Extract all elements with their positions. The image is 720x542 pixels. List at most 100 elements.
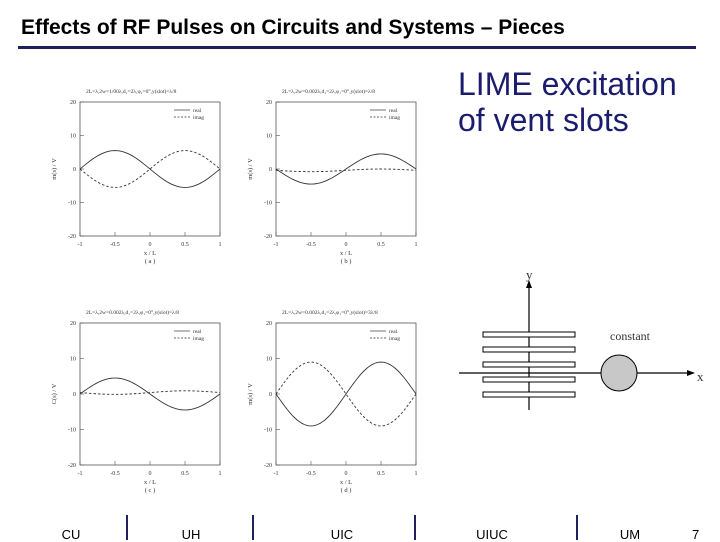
y-tick-label: 10 [70,134,76,140]
vent-slot [482,376,576,383]
y-tick-label: -20 [264,234,272,240]
side-text-line-1: LIME excitation [458,66,677,102]
y-tick-label: 10 [70,357,76,363]
plot-caption: 2L=λ,2w=1/00λ,d₁=2λ,φ₁=0°,y(slot)=λ/8 [86,88,177,95]
footer: CU UH UIC UIUC UM 7 [0,515,720,542]
plot-a: 2L=λ,2w=1/00λ,d₁=2λ,φ₁=0°,y(slot)=λ/8 20 1… [51,88,222,265]
y-tick-label: -10 [68,201,76,207]
plot-caption: 2L=λ,2w=0.002λ,d₁=2λ,φ₁=0°,y(slot)=λ/8 [282,88,375,95]
series-imag [79,150,221,188]
x-tick-label: 1 [415,471,418,477]
series-imag [275,361,417,427]
y-tick-label: -20 [264,463,272,469]
y-axis-label: m(s) / V [247,383,254,405]
y-tick-label: -20 [68,234,76,240]
x-axis-label: x / L [144,250,156,257]
y-tick-label: 0 [269,392,272,398]
footer-separator [252,515,254,540]
series-real [275,153,417,185]
footer-label-cu: CU [61,527,81,542]
x-tick-label: 0.5 [377,471,385,477]
x-tick-label: 1 [219,242,222,248]
y-tick-label: 20 [266,100,272,106]
y-tick-label: 10 [266,134,272,140]
x-axis-label: x / L [340,479,352,486]
x-tick-label: -1 [274,242,279,248]
series-real [79,377,221,411]
title-rule [18,46,696,49]
x-tick-label: 0 [149,471,152,477]
plot-caption: 2L=λ,2w=0.002λ,d₁=2λ,φ₁=0°,y(slot)=3λ/8 [282,309,378,316]
plot-c: 2L=λ,2w=0.002λ,d₁=2λ,φ₁=0°,y(slot)=λ/8 20… [51,309,222,494]
y-axis-label: m(s) / V [51,158,58,180]
footer-separator [126,515,128,540]
footer-label-uiuc: UIUC [476,527,508,542]
panel-label: ( c ) [145,487,155,494]
footer-label-uh: UH [181,527,201,542]
x-tick-label: -0.5 [110,471,120,477]
vent-slot [482,361,576,368]
x-tick-label: -0.5 [110,242,120,248]
x-tick-label: 0.5 [181,471,189,477]
x-tick-label: -1 [274,471,279,477]
legend-label-imag: imag [389,336,400,342]
legend-label-imag: imag [389,115,400,121]
x-tick-label: -0.5 [306,471,316,477]
x-tick-label: 1 [415,242,418,248]
series-real [79,150,221,188]
x-tick-label: 0.5 [181,242,189,248]
y-tick-label: 20 [266,321,272,327]
vent-slots [482,331,576,398]
source-circle [600,354,638,392]
legend-label-real: real [193,329,202,335]
series-imag [79,390,221,395]
y-tick-label: 20 [70,321,76,327]
legend-label-real: real [389,108,398,114]
panel-label: ( b ) [341,258,352,265]
y-tick-label: -10 [264,428,272,434]
page-number: 7 [692,527,700,542]
x-axis-arrow [687,370,695,376]
x-axis-label: x / L [144,479,156,486]
vent-slot-diagram: y x constant [459,267,704,410]
footer-label-uic: UIC [330,527,354,542]
y-tick-label: 0 [73,392,76,398]
series-imag [275,168,417,173]
x-tick-label: 1 [219,471,222,477]
y-tick-label: 0 [269,167,272,173]
y-tick-label: -20 [68,463,76,469]
x-tick-label: 0 [345,242,348,248]
plot-caption: 2L=λ,2w=0.002λ,d₁=2λ,φ₁=0°,y(slot)=λ/8 [86,309,179,316]
legend-label-imag: imag [193,336,204,342]
y-tick-label: 20 [70,100,76,106]
y-tick-label: 0 [73,167,76,173]
side-text: LIME excitation of vent slots [458,66,677,138]
x-tick-label: 0.5 [377,242,385,248]
x-tick-label: -0.5 [306,242,316,248]
side-text-line-2: of vent slots [458,102,629,138]
y-axis-label: m(s) / V [247,158,254,180]
vent-slot [482,346,576,353]
footer-separator [414,515,416,540]
x-tick-label: 0 [345,471,348,477]
y-axis-label: C(s) / V [51,383,58,404]
plot-d: 2L=λ,2w=0.002λ,d₁=2λ,φ₁=0°,y(slot)=3λ/8 2… [247,309,418,494]
plot-b: 2L=λ,2w=0.002λ,d₁=2λ,φ₁=0°,y(slot)=λ/8 20… [247,88,418,265]
slide-title: Effects of RF Pulses on Circuits and Sys… [21,16,565,39]
x-tick-label: -1 [78,471,83,477]
y-tick-label: -10 [68,428,76,434]
footer-label-um: UM [619,527,641,542]
x-tick-label: 0 [149,242,152,248]
y-axis-arrow [526,280,532,288]
footer-separator [576,515,578,540]
source-label: constant [610,329,651,343]
panel-label: ( d ) [341,487,352,494]
panel-label: ( a ) [145,258,155,265]
x-axis-label: x [697,369,704,384]
legend-label-real: real [389,329,398,335]
x-tick-label: -1 [78,242,83,248]
legend-label-imag: imag [193,115,204,121]
y-tick-label: 10 [266,357,272,363]
y-tick-label: -10 [264,201,272,207]
x-axis-label: x / L [340,250,352,257]
